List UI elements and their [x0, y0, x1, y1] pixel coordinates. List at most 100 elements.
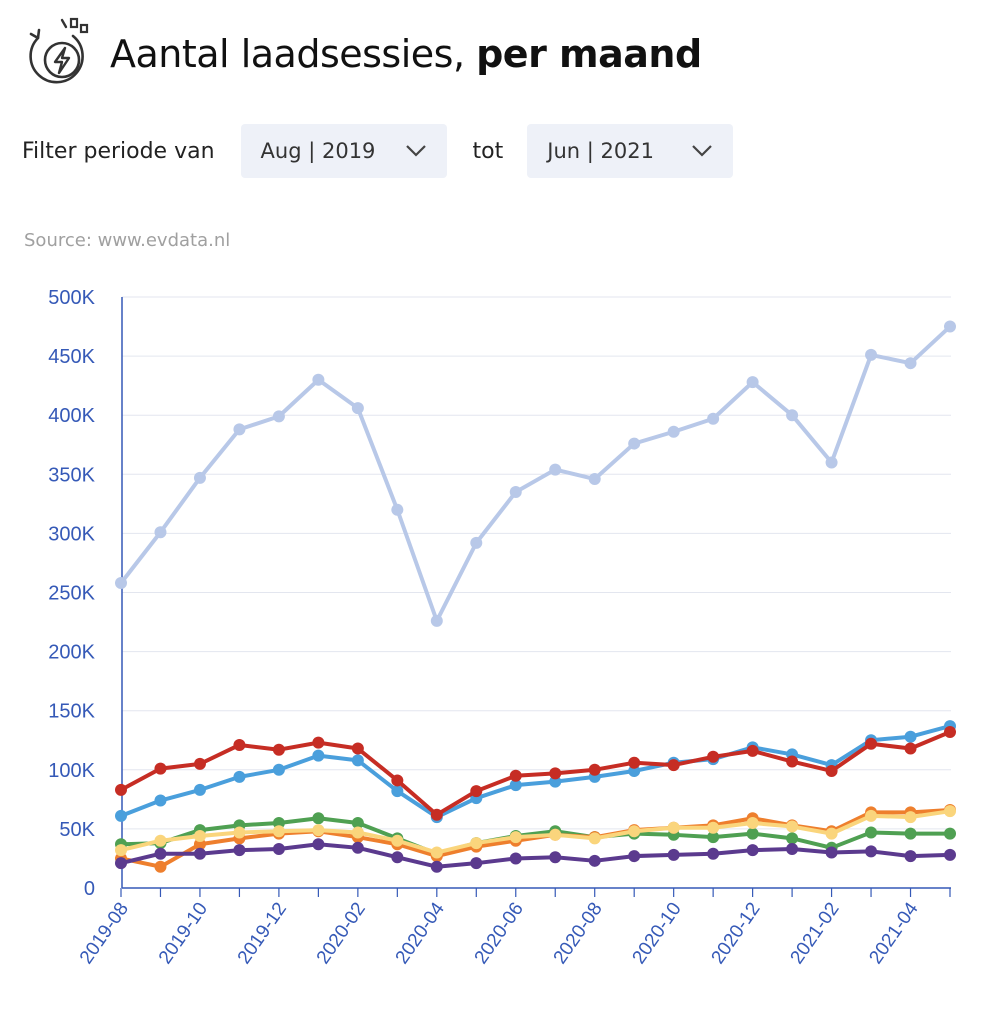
data-point: [115, 577, 127, 590]
x-tick-label: 2019-12: [234, 899, 291, 968]
data-point: [351, 402, 364, 415]
data-point: [588, 763, 601, 776]
data-point: [588, 854, 601, 867]
data-point: [391, 834, 404, 847]
data-point: [628, 825, 641, 838]
data-point: [865, 845, 878, 858]
data-point: [628, 437, 641, 450]
data-point: [904, 357, 917, 370]
x-tick-label: 2021-02: [786, 899, 843, 968]
data-point: [944, 827, 956, 840]
data-point: [233, 770, 246, 783]
data-point: [786, 409, 799, 422]
y-tick-label: 250K: [48, 583, 95, 605]
x-tick-label: 2021-04: [865, 898, 922, 968]
data-point: [233, 423, 246, 436]
data-point: [312, 373, 325, 386]
data-point: [549, 851, 562, 864]
period-filter: Filter periode van Aug | 2019 tot Jun | …: [22, 124, 734, 178]
data-point: [707, 831, 720, 844]
to-period-select[interactable]: Jun | 2021: [527, 124, 734, 178]
data-point: [430, 614, 443, 627]
y-tick-label: 500K: [48, 287, 95, 309]
x-tick-label: 2020-02: [313, 899, 370, 968]
data-point: [786, 755, 799, 768]
data-point: [746, 816, 759, 829]
y-tick-label: 100K: [48, 760, 95, 782]
y-tick-label: 300K: [48, 523, 95, 545]
data-point: [193, 829, 206, 842]
page-header: Aantal laadsessies, per maand: [22, 14, 702, 94]
data-point: [786, 820, 799, 833]
data-point: [746, 376, 759, 389]
data-point: [904, 730, 917, 743]
data-point: [193, 847, 206, 860]
data-point: [154, 526, 167, 539]
data-point: [667, 425, 680, 438]
data-point: [312, 812, 325, 825]
data-point: [707, 847, 720, 860]
data-point: [904, 811, 917, 824]
x-tick-label: 2020-04: [392, 898, 449, 968]
y-tick-label: 450K: [48, 346, 95, 368]
from-period-select[interactable]: Aug | 2019: [240, 124, 447, 178]
line-chart: 0 50K 100K 150K 200K 250K 300K 350K 400K 450K 500K…: [48, 287, 956, 968]
data-point: [272, 842, 285, 855]
data-point: [391, 774, 404, 787]
data-point: [233, 844, 246, 857]
data-point: [351, 816, 364, 829]
data-point: [746, 744, 759, 757]
data-point: [509, 779, 522, 792]
data-point: [786, 832, 799, 845]
data-point: [865, 826, 878, 839]
data-point: [509, 831, 522, 844]
y-tick-label: 50K: [59, 819, 95, 841]
y-tick-label: 150K: [48, 701, 95, 723]
series-line-7: [119, 842, 952, 869]
data-point: [193, 783, 206, 796]
data-point: [391, 851, 404, 864]
data-point: [351, 742, 364, 755]
data-point: [272, 763, 285, 776]
series-line-1: [119, 324, 952, 623]
title-bold: per maand: [476, 32, 702, 76]
data-point: [865, 809, 878, 822]
data-point: [904, 850, 917, 863]
data-point: [154, 860, 167, 873]
data-point: [391, 785, 404, 798]
data-point: [115, 783, 127, 796]
from-period-value: Aug | 2019: [260, 139, 376, 163]
chevron-down-icon: [405, 145, 426, 157]
data-point: [707, 412, 720, 425]
data-point: [470, 536, 483, 549]
data-point: [904, 827, 917, 840]
data-point: [430, 808, 443, 821]
data-point: [707, 821, 720, 834]
data-point: [825, 764, 838, 777]
data-point: [154, 762, 167, 775]
x-tick-label: 2019-08: [76, 899, 133, 968]
data-point: [312, 749, 325, 762]
data-point: [707, 750, 720, 763]
data-point: [233, 826, 246, 839]
data-point: [272, 816, 285, 829]
series-line-2: [119, 724, 952, 820]
data-point: [509, 769, 522, 782]
data-point: [115, 857, 127, 870]
data-point: [786, 842, 799, 855]
data-point: [470, 857, 483, 870]
data-point: [312, 838, 325, 851]
data-point: [470, 837, 483, 850]
data-point: [312, 824, 325, 837]
series-line-4: [119, 816, 952, 856]
y-tick-label: 0: [84, 878, 95, 900]
title-regular: Aantal laadsessies,: [110, 32, 477, 76]
x-tick-label: 2020-06: [471, 899, 528, 968]
data-point: [549, 767, 562, 780]
data-point: [272, 825, 285, 838]
data-point: [351, 754, 364, 767]
data-point: [588, 473, 601, 486]
data-point: [746, 827, 759, 840]
data-point: [509, 486, 522, 499]
data-point: [588, 832, 601, 845]
